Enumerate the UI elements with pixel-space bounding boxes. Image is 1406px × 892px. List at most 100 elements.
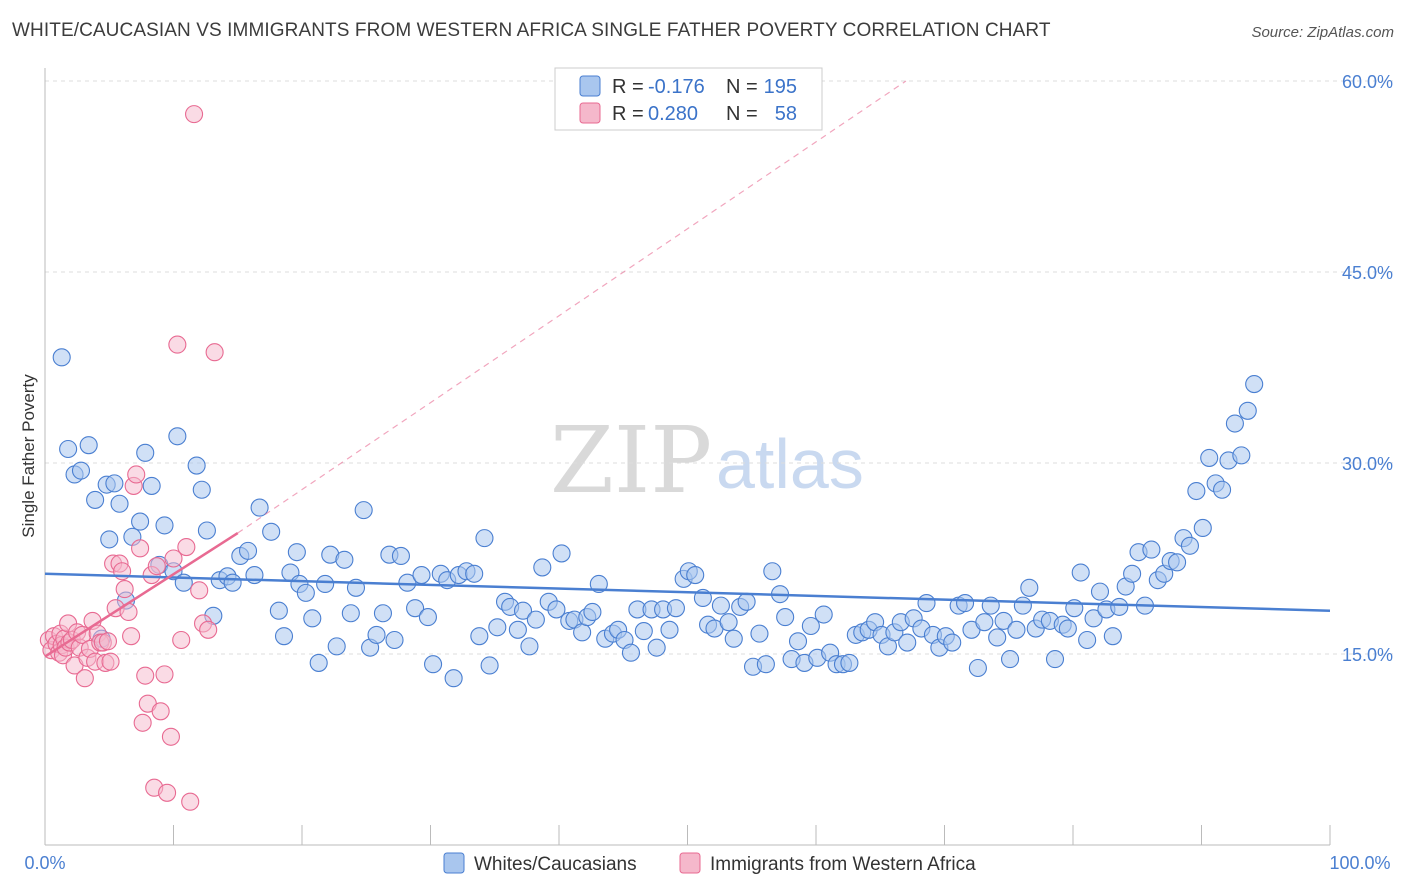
point-whites-23 [197,521,216,540]
point-whites-45 [341,604,360,623]
point-whites-57 [418,608,437,627]
point-whites-139 [943,633,962,652]
point-whites-41 [316,574,335,594]
point-whites-44 [335,550,354,569]
y-tick-label-45: 45.0% [1342,263,1393,283]
point-whites-64 [465,564,484,583]
point-whites-95 [660,620,679,639]
point-whites-181 [1213,480,1232,499]
trend-lines [44,80,1331,658]
point-whites-91 [634,622,653,641]
x-tick-label-min: 0.0% [24,853,65,873]
point-western-africa-36 [127,465,146,484]
legend-n-label-1: N = [726,76,758,98]
point-whites-61 [444,669,463,688]
point-whites-71 [508,620,527,639]
point-whites-4 [79,436,98,455]
point-western-africa-47 [161,727,180,746]
point-western-africa-52 [181,792,200,811]
point-whites-104 [719,613,738,632]
point-whites-159 [1071,563,1090,582]
point-whites-10 [110,494,129,513]
point-whites-47 [354,501,373,520]
point-whites-162 [1090,582,1110,601]
point-whites-176 [1180,536,1199,555]
point-western-africa-39 [136,666,155,685]
point-western-africa-43 [147,557,166,576]
point-whites-167 [1123,564,1142,583]
point-whites-27 [223,573,242,592]
point-western-africa-50 [172,630,191,650]
y-tick-label-15: 15.0% [1342,645,1393,665]
y-tick-label-30: 30.0% [1342,454,1393,474]
point-whites-161 [1084,609,1103,628]
point-whites-77 [547,600,566,619]
point-whites-74 [526,610,545,629]
legend-r-value-1: -0.176 [648,76,705,98]
point-whites-73 [520,637,539,656]
point-whites-103 [711,596,730,615]
point-western-africa-46 [158,783,177,802]
x-axis-ticks [44,825,1331,845]
point-whites-186 [1245,375,1264,394]
point-whites-179 [1200,448,1219,467]
source-label: Source: ZipAtlas.com [1251,24,1394,41]
y-axis-ticks: 15.0% 30.0% 45.0% 60.0% [1342,72,1393,665]
point-whites-56 [412,566,431,585]
point-western-africa-56 [199,620,218,639]
watermark-atlas: atlas [716,425,864,503]
point-whites-17 [155,516,174,535]
point-whites-135 [917,594,936,613]
point-whites-117 [801,616,820,636]
point-whites-67 [480,656,499,675]
point-whites-119 [814,605,833,624]
bottom-legend-swatch-pink [679,852,701,874]
series-western-africa-points [39,105,224,811]
series-legend: Whites/Caucasians Immigrants from Wester… [443,852,976,875]
point-whites-184 [1232,446,1251,465]
bottom-legend-label-whites: Whites/Caucasians [474,854,637,875]
point-whites-155 [1045,650,1065,669]
legend-n-value-1: 195 [764,76,797,98]
point-whites-53 [391,546,410,566]
legend-n-value-2: 58 [775,103,797,125]
point-whites-123 [840,653,859,672]
watermark-zip: ZIP [550,407,712,514]
point-whites-21 [187,456,206,475]
point-whites-105 [724,629,743,648]
point-whites-31 [250,498,269,517]
trend-line-western-africa [44,531,239,658]
point-whites-183 [1225,414,1244,433]
point-whites-8 [100,530,119,549]
series-whites-points [52,348,1264,688]
point-whites-3 [71,461,91,480]
point-whites-89 [621,643,641,662]
point-western-africa-17 [75,669,94,688]
point-whites-13 [131,512,150,531]
point-western-africa-37 [131,539,150,558]
point-western-africa-34 [122,627,141,646]
point-whites-72 [513,601,533,620]
point-whites-50 [373,604,393,623]
point-whites-0 [52,348,71,367]
point-whites-32 [262,522,281,541]
point-western-africa-51 [177,537,196,557]
y-axis-label: Single Father Poverty [19,374,38,538]
point-whites-174 [1168,553,1187,572]
point-western-africa-45 [155,665,174,684]
point-whites-185 [1238,401,1257,420]
legend-r-label-2: R = [612,103,644,125]
bottom-legend-swatch-blue [443,852,465,874]
trend-line-whites [44,572,1331,612]
point-whites-39 [303,609,322,628]
point-whites-151 [1020,578,1039,597]
point-whites-83 [583,602,602,622]
point-whites-110 [756,655,775,674]
point-whites-107 [737,592,756,611]
point-whites-99 [686,566,705,585]
point-whites-109 [750,624,769,643]
point-whites-65 [470,627,489,646]
point-western-africa-26 [98,632,118,651]
correlation-legend: R = -0.176 N = 195 R = 0.280 N = 58 [554,67,823,131]
